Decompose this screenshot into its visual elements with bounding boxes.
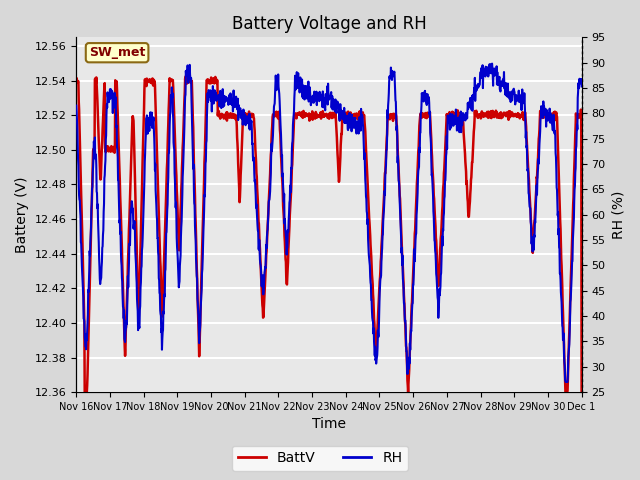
X-axis label: Time: Time (312, 418, 346, 432)
Text: SW_met: SW_met (89, 46, 145, 59)
Legend: BattV, RH: BattV, RH (232, 445, 408, 471)
Y-axis label: Battery (V): Battery (V) (15, 177, 29, 253)
Title: Battery Voltage and RH: Battery Voltage and RH (232, 15, 426, 33)
Y-axis label: RH (%): RH (%) (611, 191, 625, 239)
